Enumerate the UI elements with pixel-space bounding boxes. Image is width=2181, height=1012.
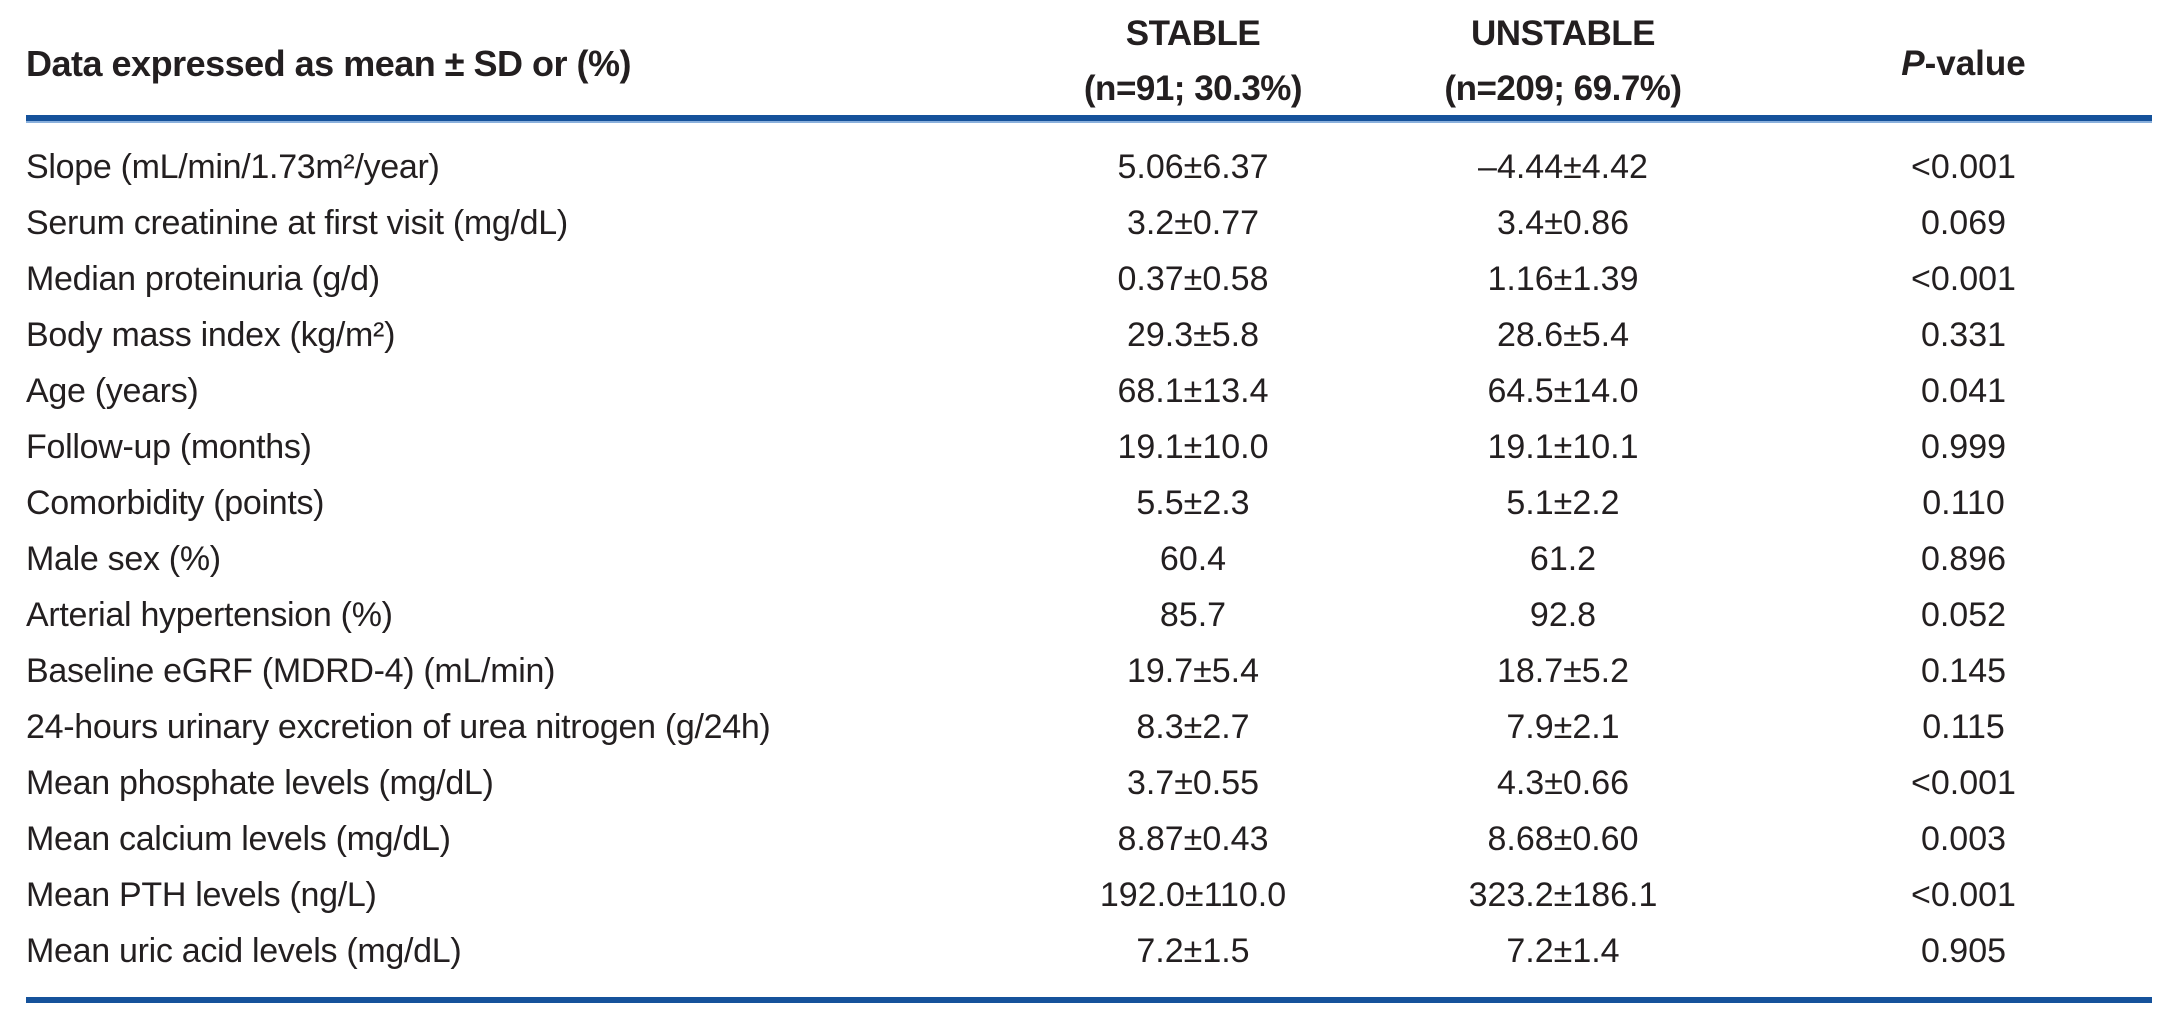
pvalue-cell: 0.052 [1920,595,2007,634]
table-row: Arterial hypertension (%) 85.7 92.8 0.052 [26,587,2152,643]
pvalue-cell: <0.001 [1911,763,2016,802]
stable-value-cell: 5.5±2.3 [1136,483,1250,522]
bottom-rule [26,997,2152,1003]
unstable-value-cell: 7.9±2.1 [1506,707,1620,746]
table-row: Mean calcium levels (mg/dL) 8.87±0.43 8.68… [26,811,2152,867]
header-unstable-title: UNSTABLE [1471,14,1655,53]
header-unstable-n: (n=209; 69.7%) [1444,69,1682,108]
unstable-value-cell: 323.2±186.1 [1468,875,1658,914]
row-label: Mean PTH levels (ng/L) [26,875,377,914]
pvalue-cell: 0.331 [1920,315,2007,354]
header-stable-column: STABLE (n=91; 30.3%) [1010,0,1376,116]
row-label: Male sex (%) [26,539,221,578]
header-stable-n: (n=91; 30.3%) [1083,69,1303,108]
row-label: Baseline eGRF (MDRD-4) (mL/min) [26,651,556,690]
table-row: Comorbidity (points) 5.5±2.3 5.1±2.2 0.110 [26,475,2152,531]
unstable-value-cell: 61.2 [1529,539,1597,578]
table-row: Follow-up (months) 19.1±10.0 19.1±10.1 0.99… [26,419,2152,475]
table-header-row: Data expressed as mean ± SD or (%) STABL… [26,0,2152,115]
header-pvalue-p: P [1901,44,1925,83]
row-label: Arterial hypertension (%) [26,595,393,634]
unstable-value-cell: 3.4±0.86 [1496,203,1630,242]
row-label: Body mass index (kg/m²) [26,315,396,354]
stable-value-cell: 60.4 [1159,539,1227,578]
unstable-value-cell: 64.5±14.0 [1487,371,1639,410]
table-row: Mean uric acid levels (mg/dL) 7.2±1.5 7.2±… [26,923,2152,979]
table-row: Age (years) 68.1±13.4 64.5±14.0 0.041 [26,363,2152,419]
unstable-value-cell: 92.8 [1529,595,1597,634]
stable-value-cell: 19.1±10.0 [1117,427,1269,466]
table-row: Baseline eGRF (MDRD-4) (mL/min) 19.7±5.4 1… [26,643,2152,699]
unstable-value-cell: –4.44±4.42 [1478,147,1648,186]
row-label: Slope (mL/min/1.73m²/year) [26,147,440,186]
pvalue-cell: 0.115 [1922,707,2005,746]
pvalue-cell: 0.110 [1922,483,2005,522]
pvalue-cell: 0.999 [1920,427,2007,466]
stable-value-cell: 19.7±5.4 [1126,651,1260,690]
stable-value-cell: 5.06±6.37 [1117,147,1269,186]
stable-value-cell: 192.0±110.0 [1099,875,1287,914]
table-row: 24-hours urinary excretion of urea nitro… [26,699,2152,755]
header-pvalue-column: P -value [1750,0,2152,116]
header-label-column: Data expressed as mean ± SD or (%) [26,43,632,84]
unstable-value-cell: 5.1±2.2 [1506,483,1620,522]
header-unstable-column: UNSTABLE (n=209; 69.7%) [1376,0,1750,116]
header-rule-dark [26,115,2152,121]
stable-value-cell: 29.3±5.8 [1126,315,1260,354]
header-stable-title: STABLE [1125,14,1261,53]
pvalue-cell: 0.905 [1920,931,2007,970]
stable-value-cell: 3.7±0.55 [1126,763,1260,802]
stable-value-cell: 85.7 [1159,595,1227,634]
pvalue-cell: 0.069 [1920,203,2007,242]
table-row: Slope (mL/min/1.73m²/year) 5.06±6.37 –4.44… [26,139,2152,195]
pvalue-cell: <0.001 [1911,259,2016,298]
table-row: Serum creatinine at first visit (mg/dL) 3… [26,195,2152,251]
table-row: Body mass index (kg/m²) 29.3±5.8 28.6±5.4 0… [26,307,2152,363]
unstable-value-cell: 1.16±1.39 [1487,259,1639,298]
unstable-value-cell: 8.68±0.60 [1487,819,1639,858]
table-row: Mean phosphate levels (mg/dL) 3.7±0.55 4.3… [26,755,2152,811]
stable-value-cell: 8.87±0.43 [1117,819,1269,858]
pvalue-cell: <0.001 [1911,147,2016,186]
header-rule-light [26,121,2152,123]
row-label: Mean calcium levels (mg/dL) [26,819,451,858]
stable-value-cell: 68.1±13.4 [1117,371,1269,410]
pvalue-cell: <0.001 [1911,875,2016,914]
row-label: Median proteinuria (g/d) [26,259,380,298]
table-row: Median proteinuria (g/d) 0.37±0.58 1.16±1.… [26,251,2152,307]
unstable-value-cell: 18.7±5.2 [1496,651,1630,690]
row-label: Follow-up (months) [26,427,312,466]
stable-value-cell: 8.3±2.7 [1136,707,1250,746]
table-row: Mean PTH levels (ng/L) 192.0±110.0 323.2±1… [26,867,2152,923]
stable-value-cell: 0.37±0.58 [1117,259,1269,298]
pvalue-cell: 0.003 [1920,819,2007,858]
unstable-value-cell: 28.6±5.4 [1496,315,1630,354]
table-row: Male sex (%) 60.4 61.2 0.896 [26,531,2152,587]
table-body: Slope (mL/min/1.73m²/year) 5.06±6.37 –4.44… [26,139,2152,979]
unstable-value-cell: 19.1±10.1 [1487,427,1639,466]
unstable-value-cell: 4.3±0.66 [1496,763,1630,802]
stable-value-cell: 3.2±0.77 [1126,203,1260,242]
row-label: Serum creatinine at first visit (mg/dL) [26,203,568,242]
row-label: Mean uric acid levels (mg/dL) [26,931,462,970]
pvalue-cell: 0.896 [1920,539,2007,578]
stable-value-cell: 7.2±1.5 [1136,931,1250,970]
row-label: Comorbidity (points) [26,483,325,522]
row-label: 24-hours urinary excretion of urea nitro… [26,707,771,746]
unstable-value-cell: 7.2±1.4 [1506,931,1620,970]
pvalue-cell: 0.041 [1920,371,2007,410]
row-label: Age (years) [26,371,199,410]
row-label: Mean phosphate levels (mg/dL) [26,763,494,802]
pvalue-cell: 0.145 [1920,651,2007,690]
header-pvalue-rest: -value [1924,44,2026,83]
